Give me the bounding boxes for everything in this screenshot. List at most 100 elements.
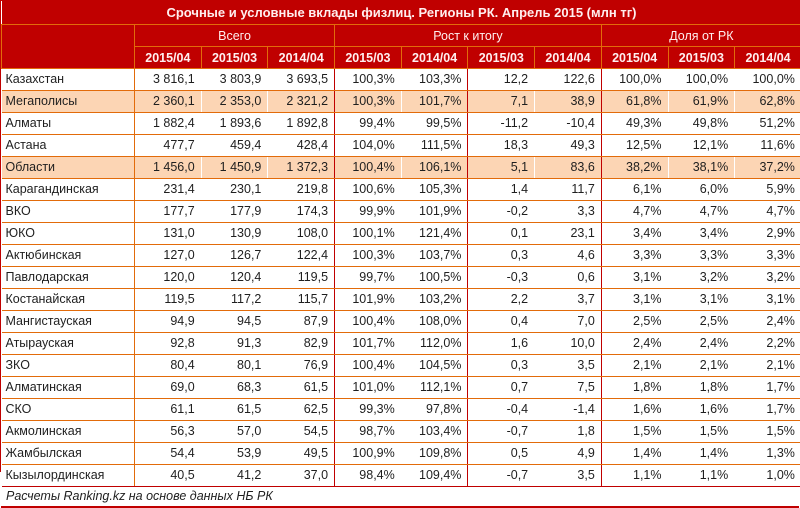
- value-cell: 103,3%: [401, 69, 468, 91]
- deposits-table: Срочные и условные вклады физлиц. Регион…: [0, 0, 800, 472]
- group-header-dolya-ot-rk: Доля от РК: [601, 25, 800, 47]
- source-note: Расчеты Ranking.kz на основе данных НБ Р…: [1, 487, 799, 508]
- value-cell: 1,8: [535, 421, 602, 443]
- value-cell: 99,3%: [335, 399, 402, 421]
- group-header-vsego: Всего: [135, 25, 335, 47]
- value-cell: 6,1%: [601, 179, 668, 201]
- value-cell: 101,7%: [401, 91, 468, 113]
- value-cell: 100,4%: [335, 311, 402, 333]
- value-cell: 0,7: [468, 377, 535, 399]
- value-cell: 1 882,4: [135, 113, 202, 135]
- region-label: Области: [2, 157, 135, 179]
- value-cell: 2,1%: [735, 355, 800, 377]
- value-cell: 4,7%: [601, 201, 668, 223]
- value-cell: 477,7: [135, 135, 202, 157]
- value-cell: 99,4%: [335, 113, 402, 135]
- col-header-period: 2015/03: [468, 47, 535, 69]
- value-cell: 1,4%: [601, 443, 668, 465]
- value-cell: 2 360,1: [135, 91, 202, 113]
- value-cell: 119,5: [135, 289, 202, 311]
- value-cell: 103,2%: [401, 289, 468, 311]
- value-cell: 99,5%: [401, 113, 468, 135]
- value-cell: 100,4%: [335, 157, 402, 179]
- value-cell: 112,1%: [401, 377, 468, 399]
- region-label: ЗКО: [2, 355, 135, 377]
- value-cell: 3,1%: [735, 289, 800, 311]
- value-cell: 12,2: [468, 69, 535, 91]
- value-cell: 99,9%: [335, 201, 402, 223]
- value-cell: 76,9: [268, 355, 335, 377]
- value-cell: 5,1: [468, 157, 535, 179]
- value-cell: 2,1%: [668, 355, 735, 377]
- value-cell: 108,0: [268, 223, 335, 245]
- col-header-period: 2014/04: [735, 47, 800, 69]
- value-cell: 1,5%: [668, 421, 735, 443]
- value-cell: 115,7: [268, 289, 335, 311]
- value-cell: 11,7: [535, 179, 602, 201]
- value-cell: 3 693,5: [268, 69, 335, 91]
- value-cell: 54,4: [135, 443, 202, 465]
- value-cell: -0,2: [468, 201, 535, 223]
- value-cell: 104,0%: [335, 135, 402, 157]
- value-cell: 109,8%: [401, 443, 468, 465]
- value-cell: 18,3: [468, 135, 535, 157]
- region-label: ЮКО: [2, 223, 135, 245]
- value-cell: 23,1: [535, 223, 602, 245]
- value-cell: 100,3%: [335, 91, 402, 113]
- region-label: Кызылординская: [2, 465, 135, 487]
- value-cell: -0,3: [468, 267, 535, 289]
- value-cell: 3,5: [535, 355, 602, 377]
- value-cell: 0,3: [468, 245, 535, 267]
- region-label: Казахстан: [2, 69, 135, 91]
- value-cell: 5,9%: [735, 179, 800, 201]
- region-label: Астана: [2, 135, 135, 157]
- value-cell: 3,1%: [601, 289, 668, 311]
- region-label: Карагандинская: [2, 179, 135, 201]
- value-cell: 56,3: [135, 421, 202, 443]
- value-cell: 97,8%: [401, 399, 468, 421]
- value-cell: 103,7%: [401, 245, 468, 267]
- value-cell: 1,5%: [735, 421, 800, 443]
- value-cell: 3,3%: [601, 245, 668, 267]
- value-cell: 7,1: [468, 91, 535, 113]
- value-cell: 91,3: [201, 333, 268, 355]
- region-label: Алматинская: [2, 377, 135, 399]
- value-cell: 119,5: [268, 267, 335, 289]
- value-cell: 1,5%: [601, 421, 668, 443]
- value-cell: 2,2%: [735, 333, 800, 355]
- title-row: Срочные и условные вклады физлиц. Регион…: [2, 1, 800, 25]
- value-cell: 105,3%: [401, 179, 468, 201]
- value-cell: 49,3: [535, 135, 602, 157]
- value-cell: 100,5%: [401, 267, 468, 289]
- value-cell: 1 892,8: [268, 113, 335, 135]
- value-cell: 57,0: [201, 421, 268, 443]
- value-cell: 4,7%: [668, 201, 735, 223]
- data-table: Срочные и условные вклады физлиц. Регион…: [1, 1, 800, 487]
- value-cell: 41,2: [201, 465, 268, 487]
- value-cell: 2,5%: [601, 311, 668, 333]
- value-cell: -11,2: [468, 113, 535, 135]
- table-title: Срочные и условные вклады физлиц. Регион…: [2, 1, 800, 25]
- value-cell: 3 803,9: [201, 69, 268, 91]
- value-cell: 62,5: [268, 399, 335, 421]
- col-header-period: 2014/04: [401, 47, 468, 69]
- value-cell: 0,6: [535, 267, 602, 289]
- value-cell: 0,3: [468, 355, 535, 377]
- value-cell: 100,3%: [335, 245, 402, 267]
- region-label: Атырауская: [2, 333, 135, 355]
- value-cell: 69,0: [135, 377, 202, 399]
- value-cell: 2,5%: [668, 311, 735, 333]
- value-cell: 101,0%: [335, 377, 402, 399]
- region-label: Акмолинская: [2, 421, 135, 443]
- value-cell: 3,3: [535, 201, 602, 223]
- value-cell: 100,3%: [335, 69, 402, 91]
- value-cell: 38,2%: [601, 157, 668, 179]
- value-cell: 7,5: [535, 377, 602, 399]
- region-label: Костанайская: [2, 289, 135, 311]
